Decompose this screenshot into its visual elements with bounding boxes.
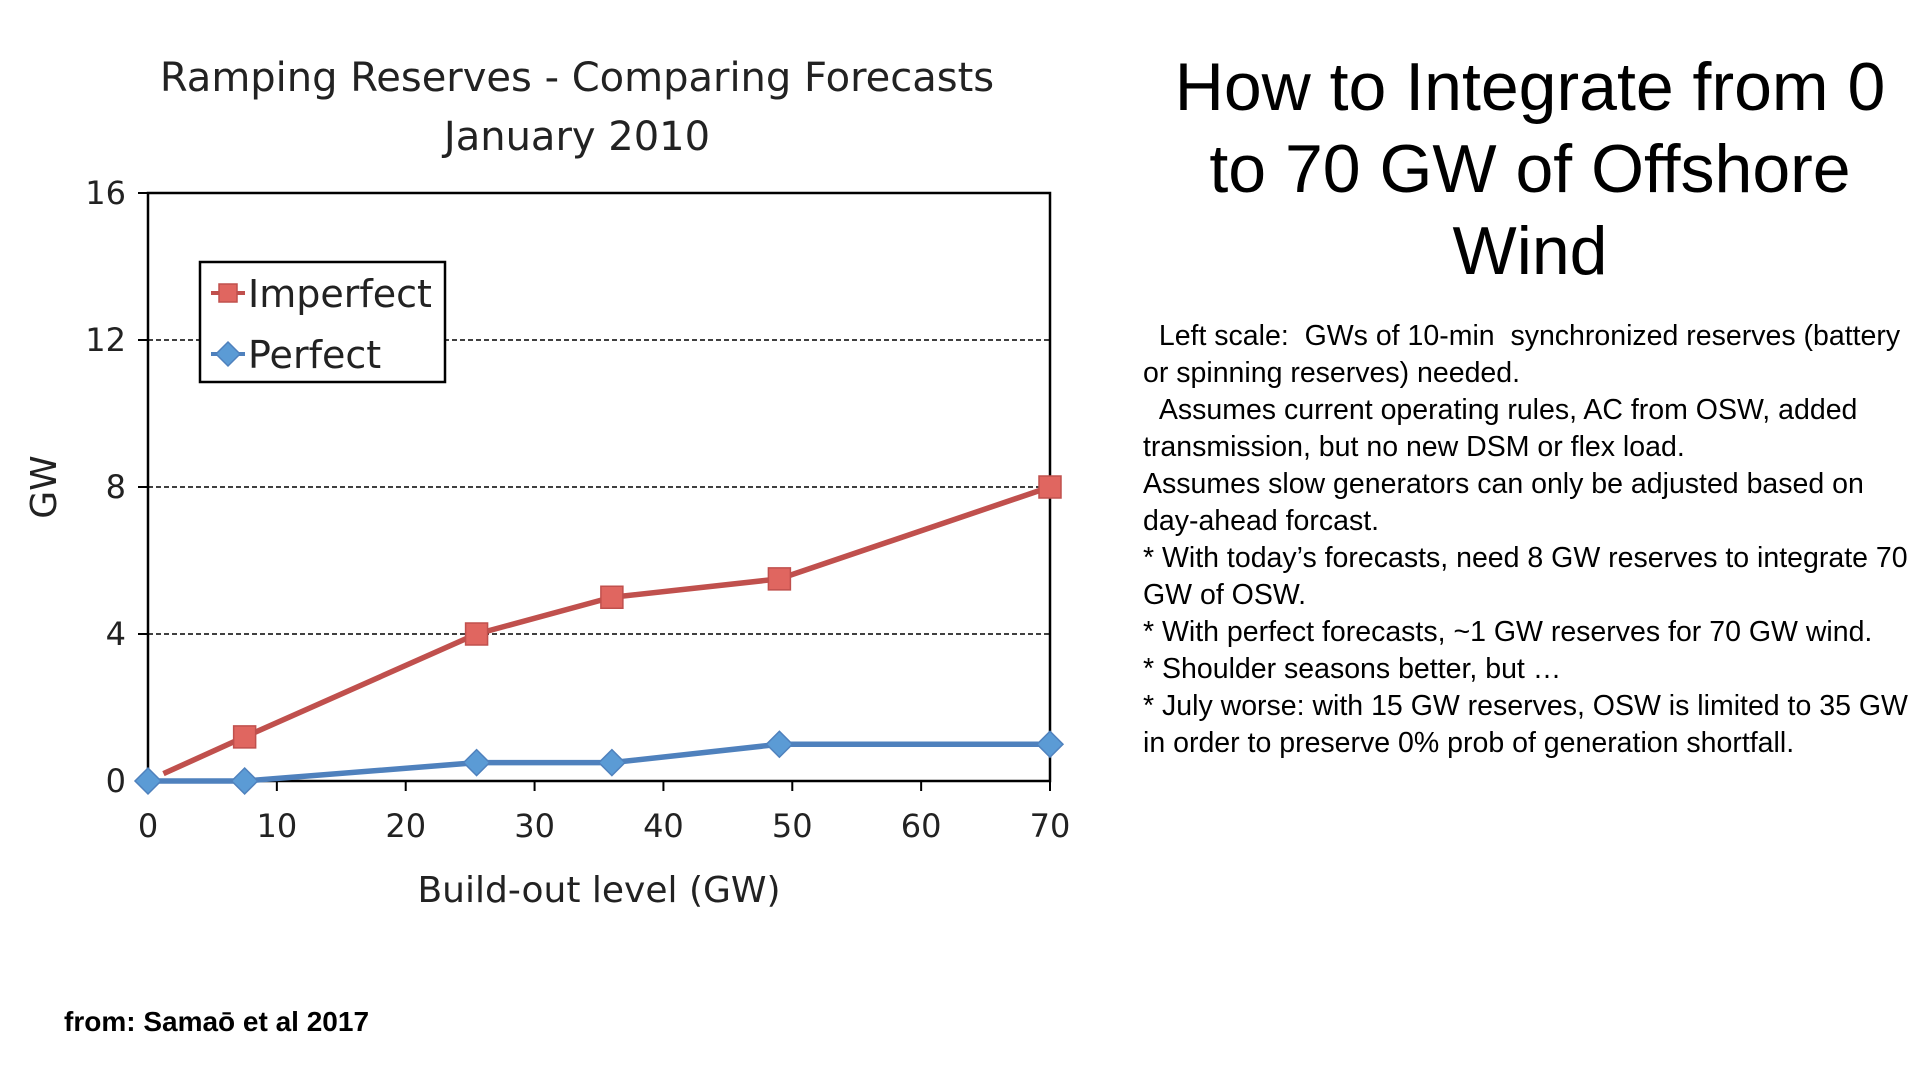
note-line-slow-generators: Assumes slow generators can only be adju… — [1143, 468, 1872, 537]
note-line-todays-forecasts: * With today’s forecasts, need 8 GW rese… — [1143, 542, 1916, 611]
legend-perfect-marker — [214, 340, 242, 368]
point-imperfect-3 — [767, 567, 792, 591]
point-imperfect-2 — [600, 585, 624, 609]
x-axis-label: Build-out level (GW) — [417, 870, 780, 911]
legend-box — [198, 260, 447, 384]
x-tick-label-50: 50 — [772, 807, 813, 845]
note-line-july-worse: * July worse: with 15 GW reserves, OSW i… — [1143, 690, 1916, 759]
note-line-left-scale: Left scale: GWs of 10-min synchronized r… — [1143, 320, 1909, 389]
legend-perfect-label: Perfect — [248, 333, 381, 377]
point-perfect-0 — [133, 766, 163, 796]
point-perfect-2 — [462, 748, 491, 777]
y-tick-label-0: 0 — [106, 762, 126, 800]
slide-title: How to Integrate from 0 to 70 GW of Offs… — [1174, 49, 1886, 289]
point-perfect-5 — [1035, 730, 1065, 759]
reserves-chart: Ramping Reserves - Comparing Forecasts J… — [24, 55, 1070, 911]
note-line-assumptions: Assumes current operating rules, AC from… — [1143, 394, 1866, 463]
y-axis-label: GW — [24, 455, 65, 519]
series-layer — [133, 475, 1065, 796]
chart-title: Ramping Reserves - Comparing Forecasts — [160, 55, 994, 101]
x-tick-label-10: 10 — [256, 807, 297, 845]
x-tick-label-60: 60 — [901, 807, 942, 845]
point-perfect-1 — [230, 766, 259, 796]
point-perfect-3 — [597, 748, 626, 777]
y-tick-label-16: 16 — [85, 174, 126, 212]
x-tick-label-20: 20 — [385, 807, 426, 845]
point-imperfect-0 — [232, 725, 257, 749]
note-line-shoulder-seasons: * Shoulder seasons better, but … — [1143, 653, 1562, 685]
note-line-perfect-forecasts: * With perfect forecasts, ~1 GW reserves… — [1143, 616, 1873, 648]
y-tick-label-12: 12 — [85, 321, 126, 359]
notes-text-block: Left scale: GWs of 10-min synchronized r… — [1143, 318, 1918, 762]
source-citation: from: Samaō et al 2017 — [64, 1006, 370, 1037]
x-tick-label-70: 70 — [1030, 807, 1071, 845]
legend-imperfect-marker — [218, 283, 238, 303]
x-tick-label-30: 30 — [514, 807, 555, 845]
axis-ticks: 0 4 8 12 16 0 10 20 30 40 50 60 70 — [85, 174, 1070, 845]
y-tick-label-8: 8 — [106, 468, 126, 506]
y-tick-label-4: 4 — [106, 615, 126, 653]
x-tick-label-0: 0 — [138, 807, 158, 845]
point-imperfect-4 — [1038, 475, 1062, 499]
chart-subtitle: January 2010 — [441, 114, 710, 160]
legend-imperfect-label: Imperfect — [248, 272, 432, 316]
point-imperfect-1 — [464, 622, 489, 646]
gridlines — [148, 339, 1050, 635]
point-perfect-4 — [765, 730, 794, 759]
x-tick-label-40: 40 — [643, 807, 684, 845]
legend: Imperfect Perfect — [198, 260, 447, 384]
series-line-imperfect — [162, 484, 1051, 777]
series-line-perfect — [148, 741, 1050, 784]
